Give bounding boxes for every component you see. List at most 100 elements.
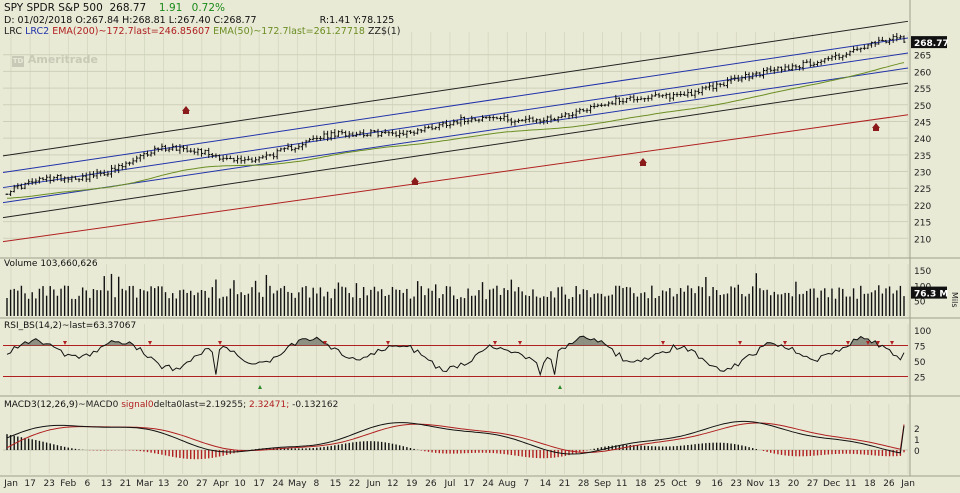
time-axis-label: Jun [366, 479, 381, 489]
time-axis-label: 20 [788, 479, 800, 489]
price-change: 1.91 [158, 2, 183, 14]
price-tick-label: 245 [914, 118, 931, 128]
indicator-lrc[interactable]: LRC [4, 26, 23, 37]
ohlc-readout: D: 01/02/2018 O:267.84 H:268.81 L:267.40… [4, 15, 394, 26]
time-axis-label: 24 [482, 479, 494, 489]
rsi-sell-arrow-icon [218, 341, 222, 345]
time-axis-label: 28 [578, 479, 590, 489]
delta-label: delta0 [153, 400, 183, 410]
event-marker-icon [182, 106, 190, 114]
rsi-name: RSI_BS(14,2) [4, 321, 62, 331]
rsi-sell-arrow-icon [661, 341, 665, 345]
rsi-sell-arrow-icon [63, 341, 67, 345]
time-axis-label: 13 [158, 479, 169, 489]
time-axis-label: 21 [559, 479, 570, 489]
td-logo-icon: TD [12, 56, 24, 67]
indicator-ema50-last: ~172.7last=261.27718 [253, 26, 365, 37]
rsi-tick-label: 75 [914, 343, 925, 353]
volume-tick-label: 50 [914, 298, 926, 308]
macd-signal-line [6, 422, 905, 453]
time-axis-label: Apr [213, 479, 229, 489]
macd-line-label: ~MACD0 [78, 400, 119, 410]
indicator-ema200-last: ~172.7last=246.85607 [98, 26, 211, 37]
time-axis-label: Mar [136, 479, 153, 489]
time-axis-label: 11 [616, 479, 627, 489]
lrc2-lower [2, 67, 909, 204]
rsi-sell-arrow-icon [866, 341, 870, 345]
indicator-zz[interactable]: ZZ$(1) [368, 26, 401, 37]
time-axis-label: 24 [272, 479, 284, 489]
time-axis-label: 27 [196, 479, 207, 489]
price-tick-label: 235 [914, 152, 931, 162]
rsi-sell-arrow-icon [148, 341, 152, 345]
rsi-last: ~last=63.37067 [61, 321, 137, 331]
time-axis-label: 22 [349, 479, 360, 489]
indicator-lrc2[interactable]: LRC2 [25, 26, 50, 37]
macd-tick-label: 1 [914, 436, 920, 446]
price-tick-label: 240 [914, 135, 931, 145]
volume-unit-label: Mils [950, 292, 959, 308]
time-axis-label: Jul [444, 479, 456, 489]
watermark-text: Ameritrade [27, 53, 98, 66]
volume-tick-label: 150 [914, 267, 931, 277]
macd-tick-label: 2 [914, 425, 920, 435]
time-axis-label: 15 [330, 479, 341, 489]
time-axis-label: 13 [101, 479, 112, 489]
last-price: 268.77 [109, 2, 147, 14]
last-price-tag [911, 36, 947, 49]
date-label: D: 01/02/2018 [4, 15, 73, 26]
rsi-sell-arrow-icon [323, 341, 327, 345]
close-value: C:268.77 [213, 15, 257, 26]
ema200-line [2, 114, 909, 243]
macd-panel-label: MACD3(12,26,9)~MACD0 signal0delta0last=2… [4, 400, 338, 410]
time-axis-label: 17 [253, 479, 264, 489]
macd-tick-label: 0 [914, 447, 920, 457]
price-tick-label: 215 [914, 219, 931, 229]
time-axis-label: Nov [747, 479, 765, 489]
price-change-pct: 0.72% [191, 2, 226, 14]
indicator-ema200[interactable]: EMA(200) [52, 26, 99, 37]
lrc-upper-outer [2, 20, 909, 157]
ameritrade-watermark: TD Ameritrade [12, 53, 98, 67]
rsi-tick-label: 100 [914, 327, 931, 337]
time-axis-label: 20 [177, 479, 189, 489]
volume-panel-label: Volume 103,660,626 [4, 259, 98, 269]
time-axis-label: 26 [425, 479, 437, 489]
rsi-sell-arrow-icon [846, 341, 850, 345]
time-axis-label: Jan [3, 479, 18, 489]
time-axis-label: 14 [540, 479, 552, 489]
time-axis-label: Sep [594, 479, 611, 489]
volume-last-tag [911, 286, 947, 299]
last-price-tag-label: 268.77 [914, 39, 949, 49]
time-axis-label: 11 [845, 479, 856, 489]
time-axis-label: 16 [711, 479, 723, 489]
rsi-buy-arrow-icon [558, 385, 562, 389]
delta-last: -0.132162 [292, 400, 339, 410]
indicator-ema50[interactable]: EMA(50) [213, 26, 254, 37]
price-tick-label: 255 [914, 85, 931, 95]
time-axis-label: 7 [523, 479, 529, 489]
time-axis-label: 10 [234, 479, 246, 489]
rsi-sell-arrow-icon [493, 341, 497, 345]
rsi-sell-arrow-icon [738, 341, 742, 345]
price-tick-label: 220 [914, 202, 931, 212]
time-axis-label: Feb [60, 479, 76, 489]
time-axis-label: Jan [900, 479, 915, 489]
rsi-tick-label: 25 [914, 374, 925, 384]
time-axis-label: 23 [43, 479, 54, 489]
time-axis-label: 12 [387, 479, 398, 489]
time-axis-label: 18 [635, 479, 647, 489]
price-tick-label: 225 [914, 185, 931, 195]
price-tick-label: 265 [914, 52, 931, 62]
time-axis-label: 21 [120, 479, 131, 489]
macd-last: last=2.19255; [182, 400, 247, 410]
low-value: L:267.40 [168, 15, 211, 26]
time-axis-label: 17 [24, 479, 35, 489]
signal-last: 2.32471; [249, 400, 290, 410]
event-marker-icon [639, 158, 647, 166]
symbol-name: SPY SPDR S&P 500 [4, 2, 103, 14]
rsi-overbought-area [7, 336, 904, 346]
rsi-sell-arrow-icon [876, 341, 880, 345]
